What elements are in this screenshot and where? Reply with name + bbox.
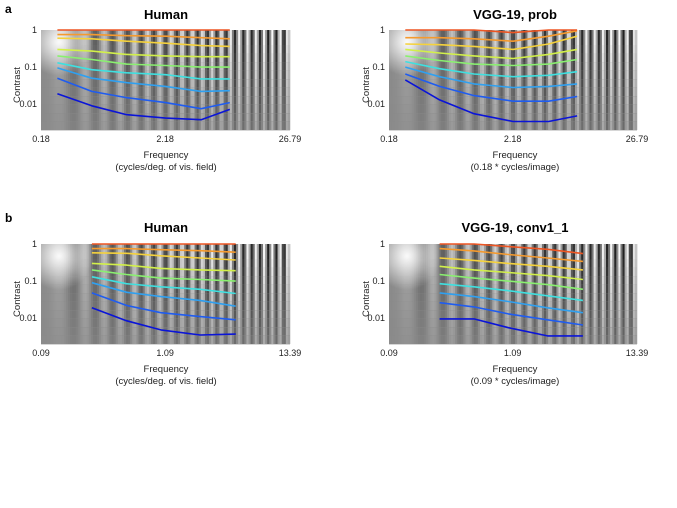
contrast-curve-5 xyxy=(91,269,236,282)
y-tick-label: 0.1 xyxy=(24,62,37,72)
contrast-curve-5 xyxy=(57,55,230,68)
contrast-curve-1 xyxy=(439,318,583,337)
x-tick-label: 0.09 xyxy=(32,348,50,358)
chart-a-vgg19-prob: VGG-19, prob 0.18 2.18 26.79 1 0.1 0.01 Contr… xyxy=(361,7,648,173)
grating-background xyxy=(373,8,638,131)
contrast-curve-8 xyxy=(439,247,583,263)
chart-b-vgg19-conv1-1: VGG-19, conv1_1 0.09 1.09 13.39 1 0.1 0.01 Co… xyxy=(361,220,648,387)
x-tick-label: 1.09 xyxy=(156,348,174,358)
contrast-curve-8 xyxy=(405,30,578,43)
chart-a-human: Human 0.18 2.18 26.79 1 0.1 0.01 Contrast Fre… xyxy=(12,7,301,173)
x-tick-label: 13.39 xyxy=(626,348,649,358)
y-tick-label: 0.1 xyxy=(372,62,385,72)
panel-letter-a: a xyxy=(5,2,12,16)
x-tick-label: 26.79 xyxy=(279,134,302,144)
contrast-curve-7 xyxy=(57,37,230,48)
contrast-curve-1 xyxy=(57,93,231,121)
x-axis-label: Frequency xyxy=(493,364,538,375)
x-tick-label: 0.09 xyxy=(380,348,398,358)
grating-background xyxy=(373,222,638,345)
contrast-curve-3 xyxy=(57,67,230,93)
y-tick-label: 0.01 xyxy=(367,99,385,109)
contrast-curve-4 xyxy=(57,62,230,80)
contrast-curve-6 xyxy=(405,48,578,60)
grating-background xyxy=(25,222,291,345)
x-axis-sublabel: (cycles/deg. of vis. field) xyxy=(115,162,216,173)
chart-title: Human xyxy=(144,7,188,22)
x-axis-sublabel: (0.09 * cycles/image) xyxy=(471,376,560,387)
x-axis-label: Frequency xyxy=(493,150,538,161)
contrast-curve-2 xyxy=(91,292,236,321)
x-tick-label: 13.39 xyxy=(279,348,302,358)
chart-title: Human xyxy=(144,220,188,235)
y-tick-label: 1 xyxy=(32,25,37,35)
chart-b-human: Human 0.09 1.09 13.39 1 0.1 0.01 Contrast Fre… xyxy=(12,220,301,387)
x-axis-label: Frequency xyxy=(144,364,189,375)
y-tick-label: 1 xyxy=(32,239,37,249)
x-axis-sublabel: (cycles/deg. of vis. field) xyxy=(115,376,216,387)
contrast-curve-7 xyxy=(91,252,236,261)
contrast-curve-7 xyxy=(439,257,583,271)
contrast-curve-9 xyxy=(439,243,583,255)
y-tick-label: 0.01 xyxy=(19,99,37,109)
y-tick-label: 0.1 xyxy=(24,276,37,286)
x-axis-sublabel: (0.18 * cycles/image) xyxy=(471,162,560,173)
chart-title: VGG-19, conv1_1 xyxy=(462,220,569,235)
y-tick-label: 0.01 xyxy=(19,313,37,323)
contrast-curve-2 xyxy=(405,73,578,102)
contrast-curve-4 xyxy=(439,282,584,302)
plot-area: 0.18 2.18 26.79 1 0.1 0.01 xyxy=(367,8,648,144)
contrast-curve-2 xyxy=(57,77,230,110)
contrast-curve-6 xyxy=(57,48,230,58)
x-tick-label: 0.18 xyxy=(32,134,50,144)
x-axis-label: Frequency xyxy=(144,150,189,161)
contrast-curve-4 xyxy=(405,60,578,78)
plot-area: 0.09 1.09 13.39 1 0.1 0.01 xyxy=(367,222,648,358)
grating-background xyxy=(25,8,291,131)
panel-letter-b: b xyxy=(5,211,12,225)
y-tick-label: 1 xyxy=(380,239,385,249)
x-tick-label: 2.18 xyxy=(504,134,522,144)
contrast-curve-3 xyxy=(439,292,584,314)
contrast-curve-6 xyxy=(439,265,583,281)
contrast-curve-5 xyxy=(439,273,584,291)
y-axis-label: Contrast xyxy=(12,67,23,103)
chart-title: VGG-19, prob xyxy=(473,7,557,22)
x-tick-label: 0.18 xyxy=(380,134,398,144)
contrast-curve-2 xyxy=(439,301,584,326)
plot-area: 0.18 2.18 26.79 1 0.1 0.01 xyxy=(19,8,301,144)
contrast-curve-3 xyxy=(405,66,578,89)
contrast-curve-8 xyxy=(57,33,230,40)
contrast-curve-9 xyxy=(405,29,578,34)
y-axis-label: Contrast xyxy=(361,67,372,103)
plot-area: 0.09 1.09 13.39 1 0.1 0.01 xyxy=(19,222,301,358)
x-tick-label: 26.79 xyxy=(626,134,649,144)
x-tick-label: 2.18 xyxy=(156,134,174,144)
contrast-curve-3 xyxy=(91,281,236,307)
contrast-curve-4 xyxy=(91,276,236,295)
contrast-curve-8 xyxy=(91,247,236,253)
y-axis-label: Contrast xyxy=(12,281,23,317)
y-axis-label: Contrast xyxy=(361,281,372,317)
contrast-curve-1 xyxy=(404,79,578,123)
y-tick-label: 0.01 xyxy=(367,313,385,323)
y-tick-label: 0.1 xyxy=(372,276,385,286)
x-tick-label: 1.09 xyxy=(504,348,522,358)
contrast-curve-7 xyxy=(405,35,578,51)
contrast-curve-1 xyxy=(91,307,236,336)
contrast-curve-6 xyxy=(91,262,236,272)
y-tick-label: 1 xyxy=(380,25,385,35)
contrast-curve-5 xyxy=(405,55,578,67)
